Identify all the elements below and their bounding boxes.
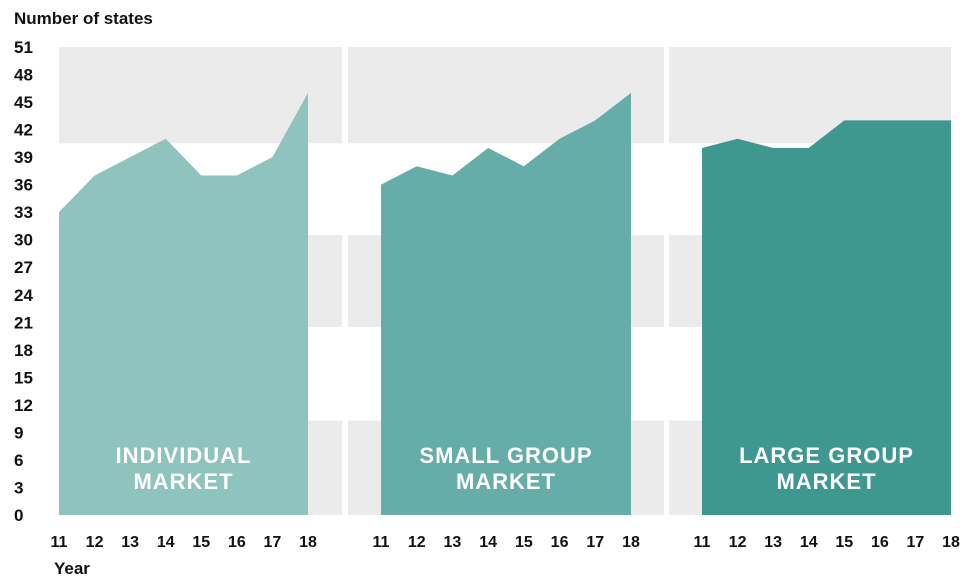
y-tick-27: 27 [14,258,33,277]
y-tick-36: 36 [14,176,33,195]
panel-title-line2-2: MARKET [776,469,876,494]
x-tick-0-18: 18 [299,534,317,551]
y-tick-33: 33 [14,203,33,222]
x-tick-0-15: 15 [192,534,210,551]
y-tick-21: 21 [14,313,33,332]
x-tick-labels: 11 12 13 14 15 16 17 18 11 12 13 14 15 16 17 18 11 12 13 14… [51,534,960,551]
x-tick-1-17: 17 [586,534,604,551]
x-tick-1-15: 15 [515,534,533,551]
area-series-2 [702,120,951,515]
y-tick-39: 39 [14,148,33,167]
x-tick-1-18: 18 [622,534,640,551]
y-axis-title: Number of states [14,9,153,28]
x-tick-2-16: 16 [871,534,889,551]
x-tick-0-11: 11 [51,534,68,551]
y-tick-30: 30 [14,231,33,250]
y-tick-9: 9 [14,423,23,442]
area-series-1 [381,92,631,515]
panel-title-line2-1: MARKET [456,469,556,494]
y-tick-15: 15 [14,368,33,387]
x-tick-0-14: 14 [157,534,175,551]
panel-title-line1-0: INDIVIDUAL [116,443,252,468]
y-tick-18: 18 [14,341,33,360]
y-tick-3: 3 [14,478,23,497]
x-tick-0-12: 12 [86,534,104,551]
y-tick-48: 48 [14,66,33,85]
x-tick-1-13: 13 [444,534,462,551]
panel-title-line1-1: SMALL GROUP [419,443,592,468]
x-tick-0-16: 16 [228,534,246,551]
area-series-0 [59,92,308,515]
x-tick-2-12: 12 [729,534,747,551]
x-tick-2-13: 13 [764,534,782,551]
x-tick-0-13: 13 [121,534,139,551]
x-tick-1-16: 16 [551,534,569,551]
y-tick-51: 51 [14,38,33,57]
x-tick-1-14: 14 [479,534,497,551]
x-tick-1-11: 11 [373,534,390,551]
panel-title-line2-0: MARKET [133,469,233,494]
x-tick-2-14: 14 [800,534,818,551]
x-tick-2-11: 11 [694,534,711,551]
areas [59,92,951,515]
y-tick-6: 6 [14,451,23,470]
x-tick-2-15: 15 [835,534,853,551]
x-tick-0-17: 17 [264,534,282,551]
y-tick-12: 12 [14,396,33,415]
x-axis-title: Year [54,559,90,576]
x-tick-2-17: 17 [907,534,925,551]
y-tick-24: 24 [14,286,33,305]
x-tick-2-18: 18 [942,534,960,551]
x-tick-1-12: 12 [408,534,426,551]
y-tick-45: 45 [14,93,33,112]
y-tick-42: 42 [14,121,33,140]
panel-title-line1-2: LARGE GROUP [739,443,914,468]
y-tick-0: 0 [14,506,23,525]
